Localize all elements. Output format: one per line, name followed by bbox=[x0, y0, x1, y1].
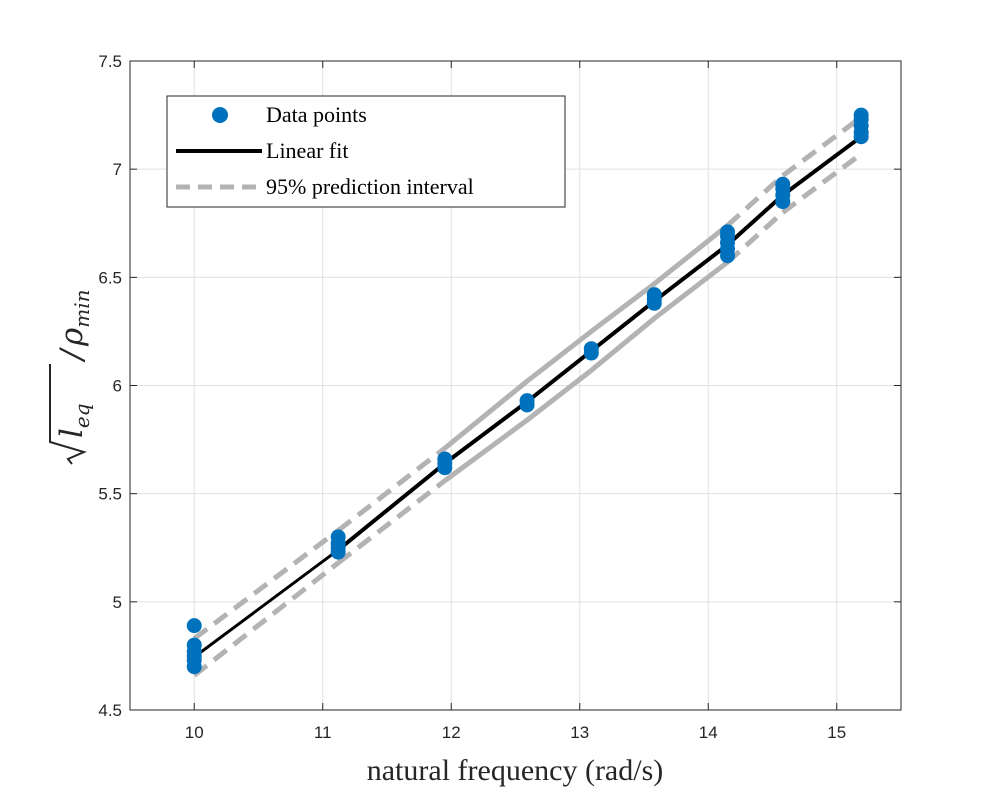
y-tick-label: 5.5 bbox=[98, 485, 122, 504]
x-tick-label: 13 bbox=[570, 723, 589, 742]
data-point bbox=[330, 529, 346, 545]
y-axis-label-denominator: ρmin bbox=[54, 290, 94, 347]
data-point bbox=[186, 637, 202, 653]
y-tick-label: 4.5 bbox=[98, 701, 122, 720]
x-tick-label: 15 bbox=[827, 723, 846, 742]
prediction-interval-upper-segment bbox=[781, 115, 863, 178]
prediction-interval-upper-segment bbox=[651, 222, 731, 287]
prediction-interval-lower-segment bbox=[588, 315, 657, 373]
data-point bbox=[186, 618, 202, 634]
data-point bbox=[437, 451, 453, 467]
y-tick-label: 6 bbox=[113, 377, 122, 396]
prediction-interval-lower-segment bbox=[651, 259, 731, 321]
y-tick-label: 5 bbox=[113, 593, 122, 612]
x-tick-label: 12 bbox=[442, 723, 461, 742]
prediction-interval-upper-segment bbox=[192, 528, 340, 641]
legend-marker-data-points bbox=[212, 107, 228, 123]
prediction-interval-layer bbox=[192, 115, 863, 678]
prediction-interval-lower-segment bbox=[725, 210, 785, 265]
data-point bbox=[720, 224, 736, 240]
legend: Data points Linear fit 95% prediction in… bbox=[166, 95, 566, 208]
prediction-interval-upper-segment bbox=[336, 446, 447, 533]
x-axis-label: natural frequency (rad/s) bbox=[367, 754, 664, 787]
y-axis-label: leq / ρmin bbox=[49, 290, 94, 465]
y-tick-label: 6.5 bbox=[98, 268, 122, 287]
data-point bbox=[519, 393, 535, 409]
prediction-interval-upper-segment bbox=[725, 173, 785, 228]
data-point bbox=[775, 176, 791, 192]
prediction-interval-upper-segment bbox=[588, 281, 657, 334]
legend-label-data-points: Data points bbox=[266, 102, 367, 127]
prediction-interval-lower-segment bbox=[192, 560, 340, 678]
linear-fit-line bbox=[193, 548, 340, 659]
x-tick-labels: 10 11 12 13 14 15 bbox=[185, 723, 846, 742]
data-points-layer bbox=[186, 107, 869, 675]
y-tick-label: 7 bbox=[113, 160, 122, 179]
y-tick-label: 7.5 bbox=[98, 52, 122, 71]
prediction-interval-lower-segment bbox=[442, 417, 530, 484]
x-tick-label: 11 bbox=[314, 723, 332, 742]
y-tick-labels: 4.5 5 5.5 6 6.5 7 7.5 bbox=[98, 52, 122, 720]
prediction-interval-upper-segment bbox=[442, 378, 530, 451]
prediction-interval-lower-segment bbox=[524, 367, 594, 423]
linear-fit-layer bbox=[193, 135, 863, 659]
data-point bbox=[853, 107, 869, 123]
legend-label-linear-fit: Linear fit bbox=[266, 138, 348, 163]
prediction-interval-lower-segment bbox=[336, 478, 447, 565]
prediction-interval-upper-segment bbox=[524, 328, 594, 384]
data-point bbox=[646, 287, 662, 303]
prediction-interval-lower-segment bbox=[781, 152, 863, 215]
legend-label-prediction-interval: 95% prediction interval bbox=[266, 174, 474, 199]
data-point bbox=[583, 341, 599, 357]
y-axis-label-radicand: leq bbox=[54, 403, 94, 438]
linear-fit-line bbox=[336, 135, 863, 552]
tick-marks bbox=[130, 60, 901, 711]
x-tick-label: 10 bbox=[185, 723, 204, 742]
x-tick-label: 14 bbox=[699, 723, 718, 742]
sqrt-radical-icon bbox=[49, 364, 87, 465]
y-axis-label-slash: / bbox=[54, 347, 90, 363]
